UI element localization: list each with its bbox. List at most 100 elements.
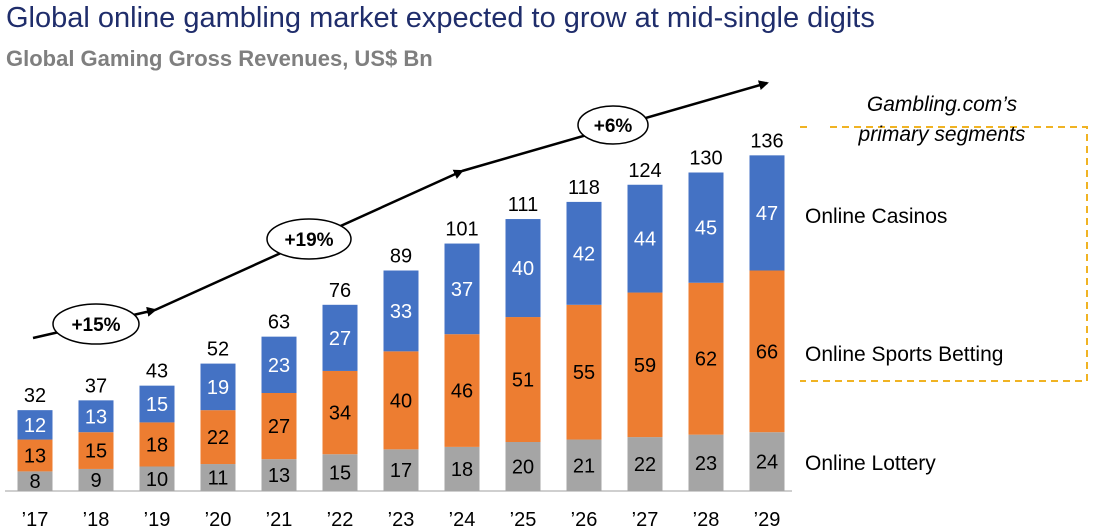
bar-segment-online-lottery [261, 459, 297, 491]
bar-value-label: 23 [268, 355, 290, 377]
bar-segment-online-casinos [627, 184, 663, 293]
bar-total-label: 118 [568, 177, 600, 199]
growth-rate-label: +15% [71, 315, 120, 336]
bar-total-label: 43 [146, 361, 168, 383]
bar-segment-online-sports-betting [78, 432, 114, 469]
bar-value-label: 17 [390, 460, 412, 482]
bar-value-label: 59 [634, 355, 656, 377]
bar-value-label: 40 [512, 258, 534, 280]
bar-value-label: 33 [390, 301, 412, 323]
bar-segment-online-casinos [383, 270, 419, 352]
bar-total-label: 37 [85, 375, 107, 397]
bar-value-label: 51 [512, 370, 534, 392]
bar-total-label: 101 [445, 219, 478, 241]
bar-total-label: 32 [24, 385, 46, 407]
x-tick-label: ’18 [83, 509, 110, 531]
bar-value-label: 47 [756, 203, 778, 225]
x-tick-label: ’23 [388, 509, 415, 531]
x-tick-label: ’29 [754, 509, 781, 531]
primary-segments-bracket [800, 126, 1088, 382]
bar-value-label: 18 [146, 434, 168, 456]
bar-segment-online-sports-betting [383, 351, 419, 450]
x-tick-label: ’17 [22, 509, 49, 531]
chart-title: Global online gambling market expected t… [6, 2, 875, 34]
bar-segment-online-sports-betting [627, 292, 663, 438]
bar-segment-online-sports-betting [17, 439, 53, 472]
bar-segment-online-sports-betting [261, 393, 297, 460]
bar-segment-online-casinos [322, 304, 358, 371]
bar-value-label: 8 [29, 471, 40, 493]
bar-value-label: 20 [512, 457, 534, 479]
bar-segment-online-lottery [749, 432, 785, 491]
bar-total-label: 89 [390, 246, 412, 268]
x-tick-label: ’24 [449, 509, 476, 531]
bar-segment-online-casinos [566, 201, 602, 305]
bar-segment-online-lottery [200, 464, 236, 491]
bar-segment-online-sports-betting [566, 304, 602, 440]
bar-segment-online-lottery [566, 439, 602, 491]
growth-badge [266, 218, 352, 260]
bar-segment-online-sports-betting [200, 410, 236, 465]
x-tick-label: ’28 [693, 509, 720, 531]
series-label: Online Casinos [805, 205, 947, 228]
growth-rate-label: +19% [284, 230, 333, 251]
bar-segment-online-casinos [505, 219, 541, 318]
bar-total-label: 63 [268, 312, 290, 334]
growth-badge [52, 303, 140, 345]
bar-segment-online-lottery [505, 442, 541, 491]
series-label: Online Sports Betting [805, 343, 1003, 366]
bar-segment-online-sports-betting [749, 270, 785, 433]
bar-segment-online-casinos [444, 243, 480, 335]
bar-segment-online-lottery [322, 454, 358, 491]
bar-segment-online-casinos [749, 155, 785, 271]
bar-total-label: 124 [628, 160, 661, 182]
growth-rate-label: +6% [594, 116, 633, 137]
x-tick-label: ’25 [510, 509, 537, 531]
bar-segment-online-lottery [383, 449, 419, 491]
bar-value-label: 15 [146, 394, 168, 416]
x-tick-label: ’27 [632, 509, 659, 531]
bar-value-label: 42 [573, 243, 595, 265]
bar-segment-online-sports-betting [444, 334, 480, 447]
bar-segment-online-lottery [17, 471, 53, 491]
bar-value-label: 9 [90, 470, 101, 492]
bar-segment-online-casinos [261, 336, 297, 393]
bar-segment-online-casinos [139, 385, 175, 423]
bar-total-label: 52 [207, 339, 229, 361]
bar-value-label: 27 [329, 328, 351, 350]
bar-segment-online-lottery [688, 434, 724, 491]
bar-total-label: 130 [689, 148, 722, 170]
bar-total-label: 76 [329, 280, 351, 302]
bar-value-label: 22 [634, 454, 656, 476]
bracket-label-line-2: primary segments [858, 123, 1026, 146]
bar-value-label: 12 [24, 415, 46, 437]
bar-segment-online-casinos [17, 410, 53, 440]
bar-value-label: 15 [85, 441, 107, 463]
bar-segment-online-lottery [444, 446, 480, 491]
bar-value-label: 40 [390, 390, 412, 412]
bar-value-label: 10 [146, 469, 168, 491]
bar-value-label: 55 [573, 362, 595, 384]
bar-segment-online-sports-betting [688, 282, 724, 435]
bar-segment-online-casinos [200, 363, 236, 411]
bar-segment-online-casinos [78, 400, 114, 433]
bar-value-label: 24 [756, 452, 778, 474]
growth-badge [577, 105, 649, 145]
bar-segment-online-lottery [78, 468, 114, 491]
bar-value-label: 66 [756, 341, 778, 363]
bar-value-label: 34 [329, 403, 351, 425]
bar-segment-online-lottery [627, 437, 663, 491]
chart-subtitle: Global Gaming Gross Revenues, US$ Bn [6, 46, 433, 71]
bar-value-label: 11 [208, 468, 229, 490]
bar-value-label: 18 [451, 459, 473, 481]
bar-value-label: 19 [207, 377, 229, 399]
bracket-label-line-1: Gambling.com’s [867, 93, 1018, 116]
x-tick-label: ’22 [327, 509, 354, 531]
bar-value-label: 15 [329, 463, 351, 485]
x-tick-label: ’20 [205, 509, 232, 531]
bar-value-label: 22 [207, 427, 229, 449]
bar-value-label: 46 [451, 381, 473, 403]
bar-total-label: 136 [750, 130, 783, 152]
bar-segment-online-sports-betting [322, 370, 358, 455]
